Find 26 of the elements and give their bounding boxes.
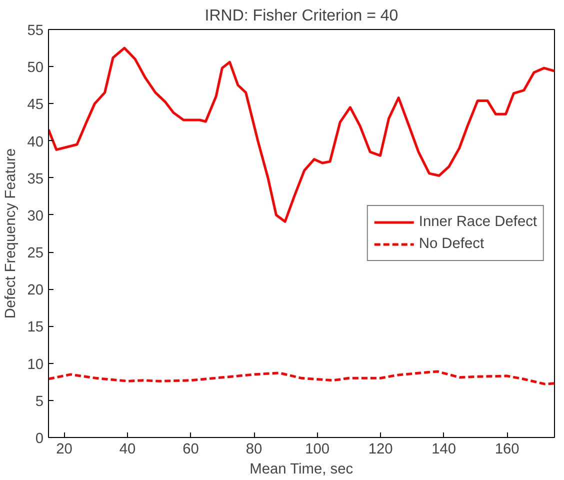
x-tick-label: 100 (305, 442, 330, 458)
y-tick-label: 50 (27, 60, 44, 76)
x-tick-label: 80 (246, 442, 262, 458)
legend-label: Inner Race Defect (418, 214, 537, 230)
chart-title: IRND: Fisher Criterion = 40 (204, 8, 398, 24)
y-axis-title: Defect Frequency Feature (3, 148, 20, 319)
x-tick-label: 120 (368, 442, 393, 458)
x-tick-label: 40 (119, 442, 136, 458)
y-tick-label: 40 (27, 134, 44, 150)
x-axis-title: Mean Time, sec (250, 462, 354, 478)
y-tick-label: 30 (27, 208, 44, 224)
y-tick-label: 55 (27, 23, 44, 39)
y-tick-label: 10 (27, 356, 44, 373)
y-tick-label: 20 (27, 282, 44, 299)
y-tick-label: 0 (35, 431, 44, 447)
x-tick-label: 140 (432, 442, 456, 458)
y-tick-label: 45 (27, 97, 44, 114)
y-tick-label: 35 (27, 171, 44, 188)
x-tick-label: 60 (182, 442, 199, 458)
x-tick-label: 160 (494, 442, 520, 458)
y-tick-label: 15 (27, 320, 44, 336)
y-tick-label: 5 (35, 394, 44, 410)
y-tick-label: 25 (27, 246, 44, 262)
line-series (48, 370, 554, 386)
legend-label: No Defect (418, 236, 484, 252)
x-tick-label: 20 (56, 442, 72, 458)
